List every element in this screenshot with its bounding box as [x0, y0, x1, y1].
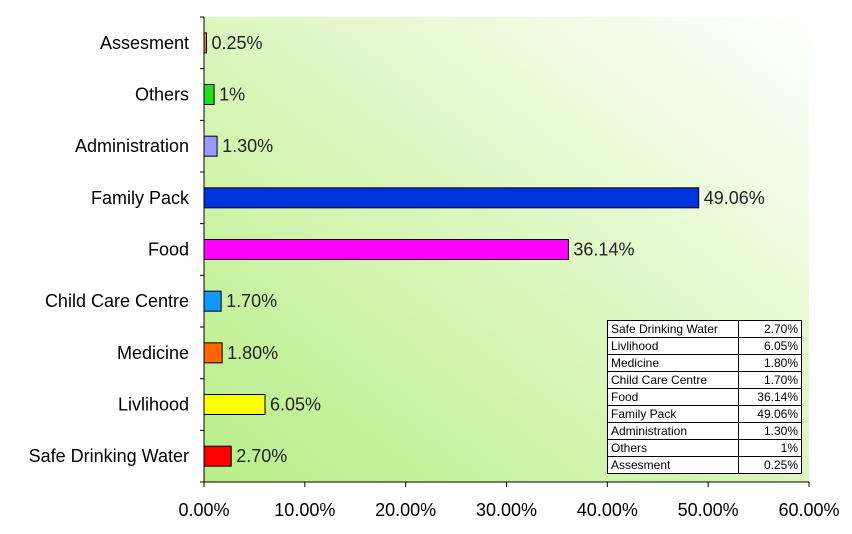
- table-cell-label: Child Care Centre: [607, 371, 739, 389]
- y-tick-label: Medicine: [117, 343, 189, 363]
- data-label: 49.06%: [704, 188, 765, 208]
- table-cell-value: 49.06%: [738, 405, 802, 423]
- bars-layer: Assesment 0.25%Others 1%Administration 1.30…: [29, 16, 840, 520]
- table-cell-label: Assesment: [607, 456, 739, 474]
- table-cell-value: 1.30%: [738, 422, 802, 440]
- data-label: 1%: [219, 85, 245, 105]
- table-cell-label: Safe Drinking Water: [607, 320, 739, 338]
- y-tick-label: Livlihood: [118, 395, 189, 415]
- bar: [203, 290, 222, 312]
- x-tick-label: 50.00%: [678, 500, 739, 520]
- y-tick-label: Food: [148, 240, 189, 260]
- y-tick-label: Others: [135, 85, 189, 105]
- bar: [203, 239, 569, 260]
- bar: [203, 445, 232, 467]
- y-tick-label: Family Pack: [91, 188, 190, 208]
- table-row: Livlihood 6.05%: [607, 337, 802, 355]
- x-tick-label: 10.00%: [274, 500, 335, 520]
- table-cell-value: 0.25%: [738, 456, 802, 474]
- bar: [203, 135, 218, 157]
- data-table: Safe Drinking Water 2.70% Livlihood 6.05% Me…: [607, 320, 802, 474]
- x-tick-label: 30.00%: [476, 500, 537, 520]
- table-cell-label: Family Pack: [607, 405, 739, 423]
- table-cell-label: Food: [607, 388, 739, 406]
- table-row: Food 36.14%: [607, 388, 802, 406]
- data-label: 36.14%: [573, 240, 634, 260]
- table-cell-label: Others: [607, 439, 739, 457]
- table-row: Safe Drinking Water 2.70%: [607, 320, 802, 338]
- x-tick-label: 20.00%: [375, 500, 436, 520]
- table-cell-value: 6.05%: [738, 337, 802, 355]
- table-row: Child Care Centre 1.70%: [607, 371, 802, 389]
- table-cell-label: Administration: [607, 422, 739, 440]
- data-label: 2.70%: [236, 446, 287, 466]
- table-cell-value: 1.80%: [738, 354, 802, 372]
- table-cell-value: 2.70%: [738, 320, 802, 338]
- bar: [203, 187, 700, 209]
- table-cell-value: 1%: [738, 439, 802, 457]
- y-tick-label: Administration: [75, 136, 189, 156]
- bar: [203, 32, 208, 54]
- table-cell-label: Medicine: [607, 354, 739, 372]
- table-row: Assesment 0.25%: [607, 456, 802, 474]
- x-tick-label: 40.00%: [577, 500, 638, 520]
- table-cell-label: Livlihood: [607, 337, 739, 355]
- table-row: Medicine 1.80%: [607, 354, 802, 372]
- bar: [203, 394, 266, 415]
- table-cell-value: 36.14%: [738, 388, 802, 406]
- table-cell-value: 1.70%: [738, 371, 802, 389]
- y-tick-label: Assesment: [100, 33, 189, 53]
- y-tick-label: Safe Drinking Water: [29, 446, 189, 466]
- bar: [203, 84, 215, 105]
- data-label: 6.05%: [270, 395, 321, 415]
- table-row: Others 1%: [607, 439, 802, 457]
- data-label: 1.80%: [227, 343, 278, 363]
- data-label: 1.70%: [226, 291, 277, 311]
- x-tick-label: 60.00%: [778, 500, 839, 520]
- data-label: 0.25%: [212, 33, 263, 53]
- x-tick-label: 0.00%: [178, 500, 229, 520]
- data-label: 1.30%: [222, 136, 273, 156]
- y-tick-label: Child Care Centre: [45, 291, 189, 311]
- bar: [203, 342, 223, 364]
- table-row: Administration 1.30%: [607, 422, 802, 440]
- table-row: Family Pack 49.06%: [607, 405, 802, 423]
